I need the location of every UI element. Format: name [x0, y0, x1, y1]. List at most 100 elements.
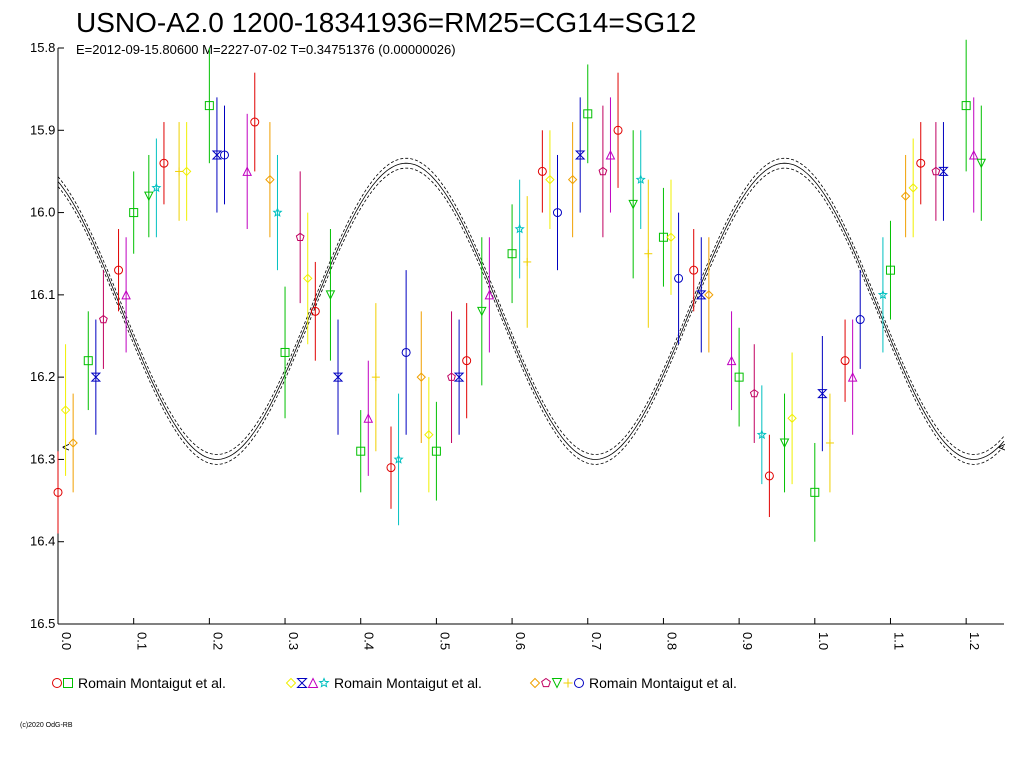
x-tick-label: 0.2 [210, 632, 225, 650]
data-point [204, 101, 214, 111]
data-point [401, 347, 411, 357]
data-point [968, 149, 979, 160]
data-point [424, 430, 434, 440]
data-point [726, 355, 737, 366]
data-point [151, 182, 162, 193]
data-point [583, 109, 593, 119]
data-point [447, 372, 456, 381]
data-point [779, 438, 790, 449]
data-point [99, 314, 108, 324]
data-point [689, 265, 699, 275]
data-point [356, 446, 366, 456]
model-curve [57, 162, 1005, 460]
legend-label: Romain Montaigut et al. [334, 675, 482, 691]
series-0 [53, 39, 971, 542]
y-tick-label: 16.4 [30, 534, 55, 549]
data-point [393, 454, 404, 464]
data-point [386, 463, 396, 473]
data-point [900, 191, 911, 201]
data-point [696, 290, 707, 300]
legend-label: Romain Montaigut et al. [589, 675, 737, 691]
data-point [764, 471, 774, 481]
legend-symbol [541, 677, 551, 688]
data-point [605, 149, 616, 160]
x-tick-label: 0.0 [59, 632, 74, 650]
data-point [295, 232, 305, 241]
data-point [787, 413, 797, 423]
data-point [961, 101, 971, 111]
data-point [121, 289, 131, 300]
data-point [484, 289, 495, 300]
legend-symbol [285, 677, 297, 689]
data-point [363, 413, 374, 423]
y-tick-label: 16.1 [30, 287, 55, 302]
legend-label: Romain Montaigut et al. [78, 675, 226, 691]
y-tick-label: 16.5 [30, 616, 55, 631]
x-tick-label: 1.2 [967, 632, 982, 650]
legend-symbol [551, 678, 563, 689]
data-point [325, 290, 336, 300]
data-point [144, 191, 154, 202]
data-point [250, 117, 260, 127]
data-point [885, 265, 895, 275]
data-point [83, 356, 93, 366]
x-tick-label: 0.5 [437, 632, 452, 650]
data-point [756, 429, 767, 440]
data-point [567, 174, 578, 185]
x-tick-label: 0.6 [513, 632, 528, 650]
y-tick-label: 15.9 [30, 122, 55, 137]
legend-entry-0: Romain Montaigut et al. [52, 675, 226, 691]
data-point [181, 166, 192, 177]
series-2 [68, 105, 987, 493]
data-point [877, 289, 888, 300]
data-point [749, 388, 759, 398]
x-tick-label: 0.8 [664, 632, 679, 650]
y-tick-label: 16.2 [30, 369, 55, 384]
legend-symbol [563, 678, 573, 688]
legend-entry-2: Romain Montaigut et al. [529, 675, 737, 691]
data-point [242, 166, 253, 176]
data-point [704, 290, 714, 300]
data-point [114, 265, 124, 275]
data-point [810, 487, 820, 497]
x-tick-label: 0.7 [589, 632, 604, 650]
data-point [523, 257, 532, 266]
data-point [938, 166, 949, 176]
x-tick-label: 0.1 [135, 632, 150, 650]
data-point [628, 199, 638, 210]
data-point [272, 207, 283, 217]
series-1 [60, 97, 979, 526]
y-tick-label: 15.8 [30, 40, 55, 55]
x-tick-label: 1.0 [816, 632, 831, 650]
data-point [916, 158, 926, 168]
data-point [635, 174, 646, 184]
data-point [219, 150, 229, 160]
chart-subtitle: E=2012-09-15.80600 M=2227-07-02 T=0.3475… [76, 42, 456, 57]
data-point [159, 158, 169, 168]
legend-symbol [318, 677, 330, 688]
data-point [514, 223, 525, 234]
data-point [431, 446, 441, 456]
edge-marker-right: < [998, 439, 1006, 454]
data-point [644, 249, 653, 258]
legend-entry-1: Romain Montaigut et al. [285, 675, 482, 691]
data-point [598, 166, 608, 176]
data-point [537, 166, 547, 176]
model-curve [57, 157, 1005, 455]
data-point [211, 150, 223, 160]
data-point [552, 208, 562, 218]
x-tick-label: 0.4 [362, 632, 377, 650]
y-tick-label: 16.3 [30, 451, 55, 466]
legend-symbol [529, 677, 541, 689]
legend-symbol [52, 678, 62, 688]
x-tick-label: 0.9 [740, 632, 755, 650]
data-point [476, 306, 487, 317]
model-curve [57, 167, 1005, 465]
data-point [332, 372, 344, 382]
data-point [817, 389, 828, 399]
legend-symbol [307, 677, 319, 688]
data-point [90, 372, 102, 382]
data-point [416, 372, 426, 382]
plot-area: 15.8 15.9 16.0 16.1 16.2 16.3 16.4 16.5 0.0 0.1 0.… [30, 39, 1006, 650]
